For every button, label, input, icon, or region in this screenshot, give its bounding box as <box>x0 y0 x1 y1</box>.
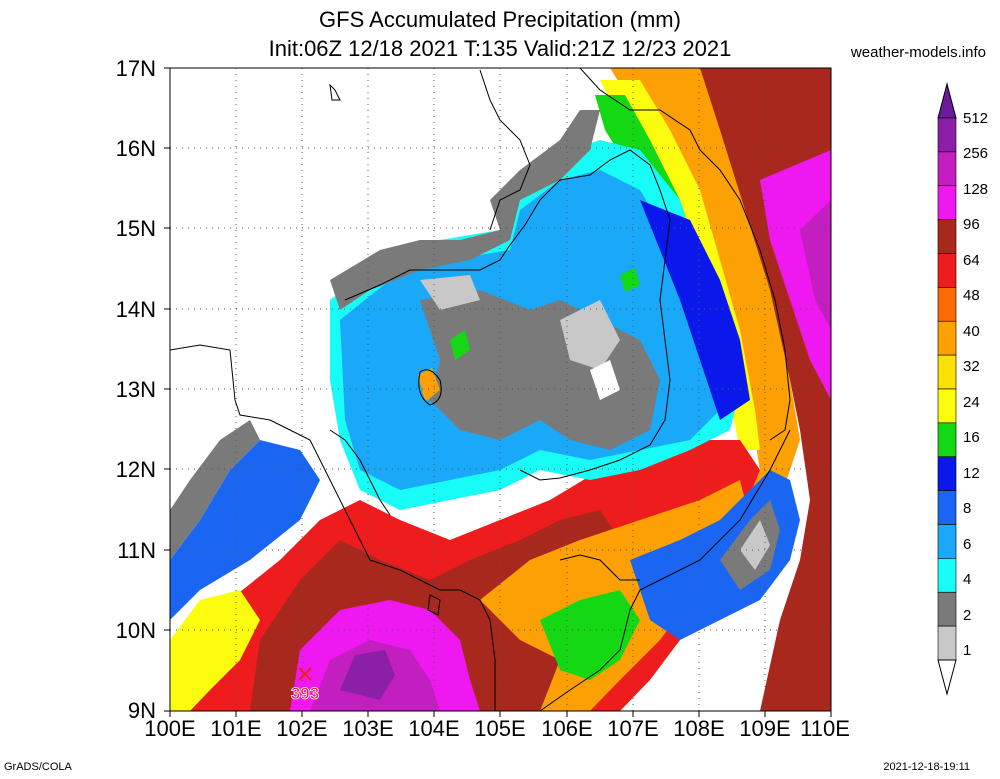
legend-swatch <box>937 558 957 593</box>
lon-label: 101E <box>210 716 262 741</box>
legend-swatch <box>937 490 957 525</box>
precip-area-central-darkblue <box>640 200 750 420</box>
legend-swatch <box>937 422 957 458</box>
footer-timestamp: 2021-12-18-19:11 <box>883 761 970 773</box>
lat-label: 13N <box>115 377 156 402</box>
ticks <box>164 67 832 717</box>
legend-swatch <box>937 659 957 696</box>
precip-area-north-lightgray <box>420 275 480 310</box>
lat-label: 15N <box>115 216 156 241</box>
precip-area-central-lightgray <box>560 300 620 370</box>
legend-swatch <box>937 320 957 356</box>
grid <box>170 68 831 711</box>
legend-swatch <box>937 456 957 491</box>
legend-label: 16 <box>963 429 980 446</box>
precip-area-se-lightgray <box>740 520 770 570</box>
legend-swatch <box>937 354 957 390</box>
legend-swatch <box>937 117 957 153</box>
lon-label: 105E <box>474 716 526 741</box>
lon-label: 100E <box>144 716 196 741</box>
lon-label: 110E <box>800 716 850 741</box>
precip-area-central-white <box>590 360 620 400</box>
lat-label: 10N <box>115 618 156 643</box>
precip-area-south-green <box>540 590 640 680</box>
chart-subtitle: Init:06Z 12/18 2021 T:135 Valid:21Z 12/2… <box>268 36 732 61</box>
legend-label: 96 <box>963 216 980 233</box>
legend-label: 4 <box>963 571 972 588</box>
legend-label: 128 <box>963 181 989 198</box>
lon-label: 106E <box>541 716 593 741</box>
lat-label: 9N <box>127 698 156 723</box>
legend-label: 12 <box>963 465 980 482</box>
legend-label: 8 <box>963 500 972 517</box>
precip-area-south-yellow <box>170 590 260 711</box>
lat-label: 17N <box>115 56 156 81</box>
legend-label: 32 <box>963 358 980 375</box>
legend-swatch <box>937 253 957 288</box>
borders <box>170 68 791 711</box>
legend-swatch <box>937 524 957 559</box>
lon-label: 103E <box>342 716 394 741</box>
legend-swatch <box>937 591 957 627</box>
max-marker-label: 393 <box>291 684 319 703</box>
lat-label: 11N <box>117 538 156 563</box>
lat-label: 16N <box>115 136 156 161</box>
precip-area-north-gray <box>330 110 600 310</box>
legend-swatch <box>937 219 957 254</box>
footer-software: GrADS/COLA <box>4 761 72 773</box>
legend-swatch <box>937 185 957 220</box>
legend-label: 512 <box>963 110 989 127</box>
legend-label: 40 <box>963 323 980 340</box>
precip-area-central-spot-green2 <box>620 268 640 292</box>
lon-label: 104E <box>408 716 460 741</box>
precip-area-west-blue <box>170 440 320 620</box>
precip-area-east-purple <box>800 200 831 330</box>
lon-label: 108E <box>673 716 725 741</box>
precip-area-central-spot-orange <box>418 368 440 402</box>
legend-swatch <box>937 82 957 119</box>
lat-label: 14N <box>115 297 156 322</box>
legend-label: 64 <box>963 252 980 269</box>
precip-area-west-gray <box>170 420 260 560</box>
lon-label: 107E <box>607 716 659 741</box>
legend-label: 2 <box>963 607 972 624</box>
legend-label: 48 <box>963 287 980 304</box>
precip-area-east-magenta <box>760 150 831 400</box>
max-marker: 393 <box>290 667 320 703</box>
lat-label: 12N <box>115 457 156 482</box>
lon-label: 102E <box>276 716 328 741</box>
legend-swatch <box>937 625 957 661</box>
legend-swatch <box>937 287 957 322</box>
legend-label: 1 <box>963 642 972 659</box>
lon-label: 109E <box>739 716 791 741</box>
legend-swatch <box>937 388 957 424</box>
legend-label: 6 <box>963 536 972 553</box>
site-credit: weather-models.info <box>850 44 986 61</box>
legend-label: 256 <box>963 145 989 162</box>
legend-swatch <box>937 151 957 187</box>
precip-area-central-spot-green <box>450 330 470 360</box>
legend-label: 24 <box>963 394 980 411</box>
chart-title: GFS Accumulated Precipitation (mm) <box>319 7 681 32</box>
legend-colorbar <box>937 82 957 696</box>
